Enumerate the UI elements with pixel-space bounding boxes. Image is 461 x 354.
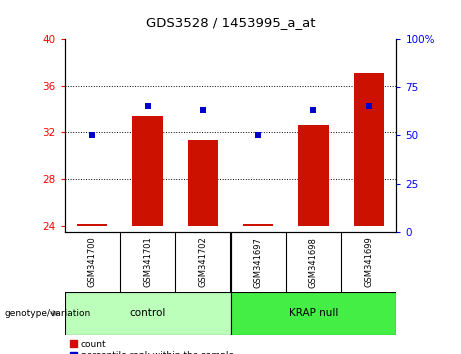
Text: GSM341698: GSM341698 bbox=[309, 237, 318, 287]
Point bbox=[310, 108, 317, 113]
Text: GSM341701: GSM341701 bbox=[143, 237, 152, 287]
Text: control: control bbox=[130, 308, 165, 318]
Text: GSM341699: GSM341699 bbox=[364, 237, 373, 287]
Point bbox=[144, 104, 151, 109]
Point bbox=[89, 132, 96, 138]
Bar bbox=[132, 115, 163, 226]
Text: KRAP null: KRAP null bbox=[289, 308, 338, 318]
Text: GSM341702: GSM341702 bbox=[198, 237, 207, 287]
Bar bbox=[354, 73, 384, 226]
Bar bbox=[188, 140, 218, 226]
Bar bbox=[243, 224, 273, 226]
Text: GSM341697: GSM341697 bbox=[254, 237, 263, 287]
Bar bbox=[77, 224, 107, 226]
Legend: count, percentile rank within the sample: count, percentile rank within the sample bbox=[69, 339, 235, 354]
Point bbox=[199, 108, 207, 113]
Text: genotype/variation: genotype/variation bbox=[5, 309, 91, 318]
Bar bbox=[65, 292, 230, 335]
Text: GSM341700: GSM341700 bbox=[88, 237, 97, 287]
Text: GDS3528 / 1453995_a_at: GDS3528 / 1453995_a_at bbox=[146, 16, 315, 29]
Point bbox=[254, 132, 262, 138]
Point bbox=[365, 104, 372, 109]
Bar bbox=[230, 292, 396, 335]
Bar bbox=[298, 125, 329, 226]
